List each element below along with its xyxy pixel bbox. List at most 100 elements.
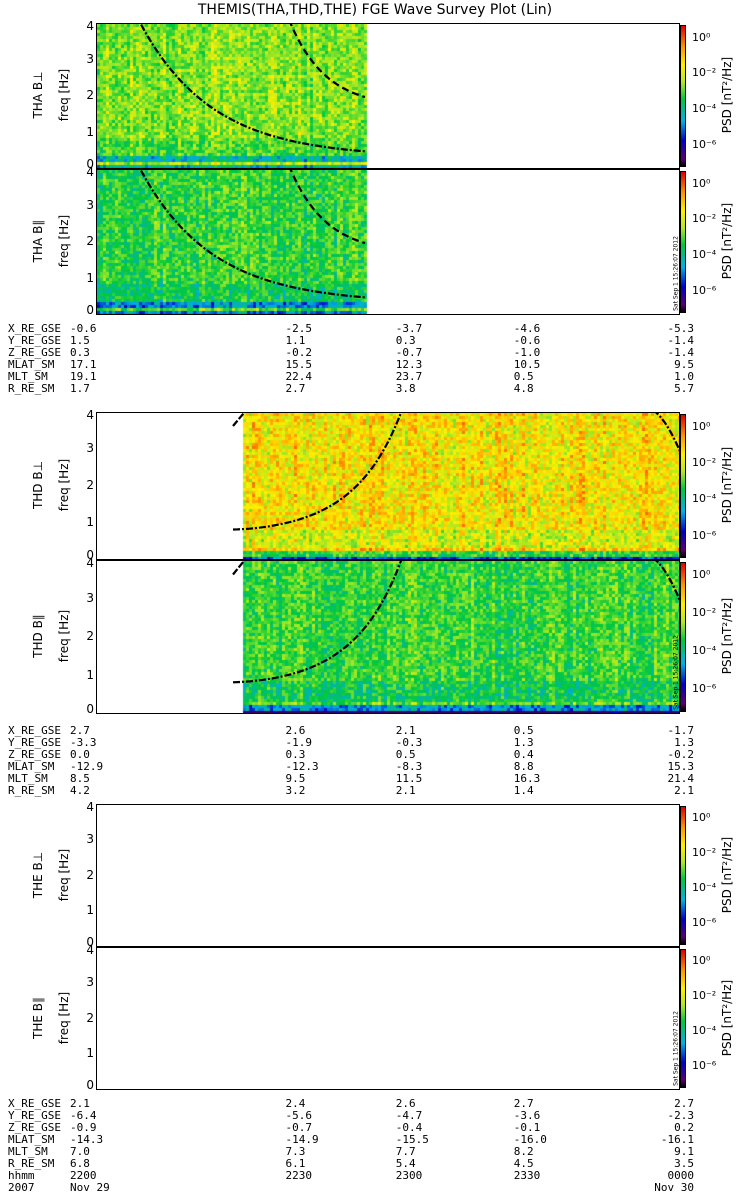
- ephemeris-value: 21.4: [667, 772, 695, 785]
- timestamp-stamp: Sat Sep 1 15:26:07 2012: [672, 635, 680, 710]
- ephemeris-value: 9.5: [674, 358, 694, 371]
- ephemeris-value: -0.4: [395, 1121, 423, 1134]
- ephemeris-row-label: Y_RE_GSE: [8, 736, 61, 749]
- ephemeris-value: 0000: [667, 1169, 695, 1182]
- ephemeris-value: -3.7: [395, 322, 423, 335]
- spectrogram-image: [97, 805, 679, 946]
- cyclotron-curve-upper: [289, 170, 366, 245]
- ephemeris-value: 4.2: [70, 784, 90, 797]
- ephemeris-value: 17.1: [70, 358, 97, 371]
- colorbar-tick: 10⁻⁴: [692, 643, 717, 657]
- cyclotron-curve-rising: [232, 561, 403, 684]
- ephemeris-value: -16.0: [513, 1133, 547, 1146]
- ephemeris-value: 0.2: [674, 1121, 694, 1134]
- colorbar-label: PSD [nT²/Hz]: [720, 979, 734, 1056]
- cyclotron-curves: [232, 413, 679, 531]
- ephemeris-value: 0.5: [395, 748, 416, 761]
- y-tick-label: 2: [86, 88, 94, 102]
- ephemeris-value: 2.7: [70, 724, 90, 737]
- ephemeris-value: 1.3: [674, 736, 694, 749]
- cyclotron-curve-start: [232, 561, 246, 576]
- spectrogram-thd-bpar: [96, 560, 680, 714]
- ephemeris-value: -3.3: [70, 736, 97, 749]
- ephemeris-value: 3.8: [395, 382, 416, 395]
- ephemeris-value: 6.8: [70, 1157, 90, 1170]
- ephemeris-value: 3.5: [674, 1157, 694, 1170]
- ephemeris-value: 11.5: [395, 772, 423, 785]
- ephemeris-value: 7.0: [70, 1145, 90, 1158]
- ephemeris-value: Nov 30: [654, 1181, 694, 1194]
- cyclotron-curve-lower: [139, 170, 366, 299]
- ephemeris-value: -1.9: [285, 736, 313, 749]
- y-tick-label: 0: [86, 1078, 94, 1092]
- ephemeris-value: 10.5: [513, 358, 541, 371]
- ephemeris-row-label: R_RE_SM: [8, 382, 55, 395]
- ephemeris-value: 2.4: [285, 1097, 306, 1110]
- cyclotron-curves: [232, 561, 679, 684]
- cyclotron-curve-lower: [139, 24, 366, 153]
- ephemeris-row-label: Y_RE_GSE: [8, 1109, 61, 1122]
- y-tick-label: 3: [86, 590, 94, 605]
- colorbar-label: PSD [nT²/Hz]: [720, 446, 734, 524]
- y-tick-label: 0: [86, 157, 94, 171]
- y-tick-label: 1: [86, 270, 94, 285]
- ephemeris-value: 2300: [395, 1169, 423, 1182]
- y-tick-label: 2: [86, 1010, 94, 1025]
- colorbar-tick: 10⁻⁶: [692, 1059, 717, 1073]
- ephemeris-value: -6.4: [70, 1109, 97, 1122]
- ephemeris-value: -12.3: [285, 760, 319, 773]
- ephemeris-value: -4.7: [395, 1109, 423, 1122]
- y-tick-label: 3: [86, 51, 94, 66]
- freq-axis-label: freq [Hz]: [57, 991, 71, 1044]
- ephemeris-value: 15.5: [285, 358, 313, 371]
- colorbar-tick: 10⁻²: [692, 66, 717, 80]
- ephemeris-value: 0.4: [513, 748, 534, 761]
- panel-ylabel: THA B⊥: [31, 71, 45, 119]
- ephemeris-value: 7.7: [395, 1145, 416, 1158]
- spectrogram-image: [97, 24, 679, 168]
- colorbar-tick: 10⁻⁴: [692, 1024, 717, 1038]
- ephemeris-row-label: Z_RE_GSE: [8, 748, 61, 761]
- ephemeris-value: 3.2: [285, 784, 306, 797]
- colorbar-tick: 10⁻⁴: [692, 102, 717, 116]
- ephemeris-value: 2200: [70, 1169, 97, 1182]
- ephemeris-value: 15.3: [667, 760, 695, 773]
- y-tick-label: 3: [86, 831, 94, 846]
- ephemeris-value: Nov 29: [70, 1181, 110, 1194]
- y-tick-label: 1: [86, 1046, 94, 1061]
- ephemeris-value: -3.6: [513, 1109, 541, 1122]
- spectrogram-image: [97, 561, 679, 713]
- y-tick-label: 1: [86, 515, 94, 529]
- panel-ylabel: THE B⊥: [31, 851, 45, 898]
- ephemeris-row-label: 2007: [8, 1181, 35, 1194]
- freq-axis-label: freq [Hz]: [57, 848, 71, 901]
- spectrogram-the-bpar: [96, 947, 680, 1090]
- ephemeris-row-label: Z_RE_GSE: [8, 1121, 61, 1134]
- ephemeris-value: 8.5: [70, 772, 90, 785]
- spectrogram-tha-bperp: [96, 23, 680, 169]
- colorbar-tick: 10⁻⁶: [692, 916, 717, 930]
- ephemeris-value: -0.7: [395, 346, 423, 359]
- ephemeris-value: 1.3: [513, 736, 534, 749]
- ephemeris-value: 2.7: [513, 1097, 534, 1110]
- panel-ylabel: THD B∥: [31, 614, 45, 658]
- y-tick-label: 1: [86, 903, 94, 918]
- ephemeris-row-label: X_RE_GSE: [8, 1097, 61, 1110]
- ephemeris-row-label: MLAT_SM: [8, 358, 55, 371]
- ephemeris-value: 2230: [285, 1169, 313, 1182]
- freq-axis-label: freq [Hz]: [57, 214, 71, 268]
- colorbar-tick: 10⁰: [692, 568, 711, 582]
- ephemeris-value: 1.4: [513, 784, 534, 797]
- ephemeris-value: 2.6: [395, 1097, 416, 1110]
- ephemeris-value: 0.3: [70, 346, 90, 359]
- ephemeris-value: -0.3: [395, 736, 423, 749]
- colorbar-tick: 10⁻²: [692, 846, 717, 860]
- ephemeris-value: 8.2: [513, 1145, 534, 1158]
- y-tick-label: 0: [86, 935, 94, 949]
- ephemeris-row-label: MLT_SM: [8, 1145, 48, 1158]
- ephemeris-value: -1.7: [667, 724, 695, 737]
- cyclotron-curve-end: [655, 413, 679, 452]
- timestamp-stamp: Sat Sep 1 15:26:07 2012: [672, 236, 680, 311]
- ephemeris-value: 5.4: [395, 1157, 416, 1170]
- spectrogram-the-bperp: [96, 804, 680, 947]
